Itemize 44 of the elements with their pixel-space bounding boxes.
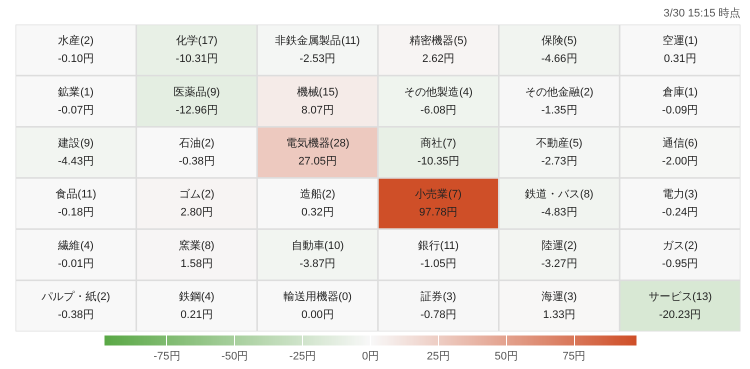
data-label: 自動車(10) -3.87円 [291, 238, 344, 270]
color-bar-label: 50円 [494, 350, 518, 362]
data-label: 鉱業(1) -0.07円 [58, 85, 94, 116]
data-label: 保険(5) -4.66円 [541, 35, 578, 66]
data-label: 海運(3) 1.33円 [542, 290, 577, 321]
data-label: 医薬品(9) -12.96円 [174, 85, 220, 116]
color-bar-label: -50円 [221, 350, 248, 362]
data-label: 倉庫(1) -0.09円 [662, 85, 698, 116]
data-label: ゴム(2) 2.80円 [179, 188, 214, 219]
data-label: 輸送用機器(0) 0.00円 [283, 290, 352, 321]
data-label: 電力(3) -0.24円 [662, 188, 698, 219]
data-label: パルプ・紙(2) -0.38円 [40, 290, 110, 321]
data-label: その他金融(2) -1.35円 [525, 86, 594, 116]
color-bar-label: 25円 [426, 350, 450, 362]
data-label: 水産(2) -0.10円 [58, 34, 94, 66]
data-label: その他製造(4) -6.08円 [404, 85, 473, 116]
data-label: 造船(2) 0.32円 [300, 188, 336, 219]
color-bar-label: -25円 [289, 350, 316, 362]
data-label: 窯業(8) 1.58円 [179, 238, 214, 270]
color-bar-label: -75円 [153, 350, 180, 362]
data-label: 非鉄金属製品(11) -2.53円 [275, 34, 360, 66]
data-label: 小売業(7) 97.78円 [415, 188, 462, 219]
data-label: サービス(13) -20.23円 [648, 290, 712, 321]
data-label: 化学(17) -10.31円 [176, 35, 218, 66]
color-bar-label: 0円 [362, 350, 380, 362]
data-label: 石油(2) -0.38円 [178, 136, 215, 168]
data-label: 精密機器(5) 2.62円 [410, 34, 468, 66]
data-label: 食品(11) -0.18円 [56, 188, 96, 219]
data-label: 鉄鋼(4) 0.21円 [179, 290, 214, 321]
data-label: 銀行(11) -1.05円 [418, 240, 459, 270]
chart-subtitle: 3/30 15:15 時点 [663, 6, 741, 20]
data-label: 電気機器(28) 27.05円 [286, 137, 350, 168]
data-label: 鉄道・バス(8) -4.83円 [525, 188, 594, 219]
data-label: 通信(6) -2.00円 [662, 136, 698, 168]
color-bar-label: 75円 [562, 350, 586, 362]
data-label: 繊維(4) -0.01円 [57, 238, 94, 270]
data-label: 不動産(5) -2.73円 [536, 136, 582, 168]
data-label: 陸運(2) -3.27円 [541, 240, 578, 270]
data-label: 証券(3) -0.78円 [420, 290, 456, 321]
data-label: 空運(1) 0.31円 [662, 34, 698, 66]
data-label: ガス(2) -0.95円 [662, 240, 698, 270]
data-label: 商社(7) -10.35円 [417, 136, 460, 168]
data-label: 機械(15) 8.07円 [296, 85, 338, 116]
data-label: 建設(9) -4.43円 [57, 136, 94, 168]
